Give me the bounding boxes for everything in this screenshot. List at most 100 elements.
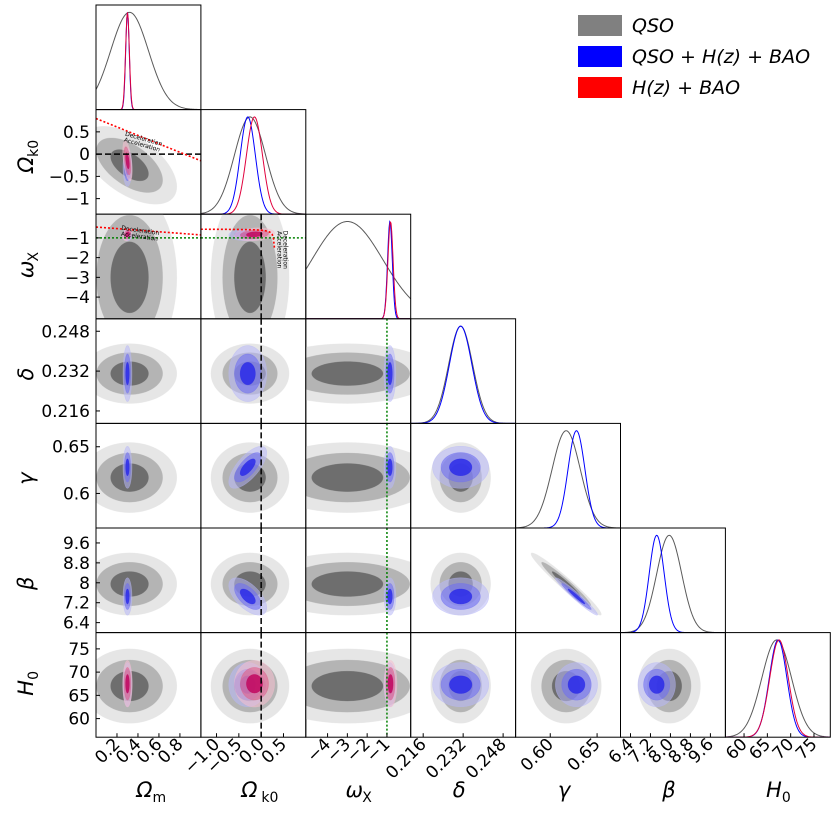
x-axis-label-delta: δ xyxy=(453,778,466,802)
contour-1sigma-series2 xyxy=(387,674,394,694)
x-tick-label-gamma: 0.60 xyxy=(517,735,558,776)
legend-label-2: H(z) + BAO xyxy=(632,77,740,99)
contour-1sigma-series0 xyxy=(234,241,266,314)
panel-Ok0-delta xyxy=(210,318,290,424)
curve-H0-series2 xyxy=(725,639,831,738)
curve-beta-series1 xyxy=(620,534,726,633)
y-axis-label-H0: H0 xyxy=(14,671,42,696)
contour-1sigma-series1 xyxy=(387,362,393,386)
x-tick-label-gamma: 0.65 xyxy=(564,735,605,776)
legend-label-0: QSO xyxy=(632,15,674,37)
panel-Om-Om xyxy=(96,11,201,110)
y-axis-label-wX: ωX xyxy=(14,252,42,279)
contour-1sigma-series1 xyxy=(449,458,473,477)
x-tick-label-beta: 9.6 xyxy=(685,735,718,768)
curve-wX-series0 xyxy=(305,221,411,300)
contour-1sigma-series1 xyxy=(567,588,586,605)
x-tick-label-delta: 0.232 xyxy=(422,735,471,784)
panel-delta-gamma xyxy=(430,442,491,513)
contour-1sigma-series0 xyxy=(110,241,149,314)
x-axis-label-sub: X xyxy=(362,790,372,806)
y-tick-label-beta: 8 xyxy=(79,574,90,594)
curve-Om-series0 xyxy=(96,11,201,110)
y-axis-label-sub: X xyxy=(26,252,42,262)
y-axis-label-main: ω xyxy=(14,261,38,279)
contour-1sigma-series1 xyxy=(239,458,256,477)
panel-Om-delta xyxy=(96,343,178,404)
y-tick-label-Ok0: 0.5 xyxy=(63,123,90,143)
y-tick-label-Ok0: −1 xyxy=(65,190,90,210)
contour-1sigma-series2 xyxy=(125,152,130,170)
contour-1sigma-series1 xyxy=(239,588,256,605)
panel-frame xyxy=(95,4,202,111)
y-tick-label-Ok0: −0.5 xyxy=(49,167,90,187)
contour-1sigma-series1 xyxy=(125,362,130,386)
x-tick-label-Ok0: 0.5 xyxy=(258,735,291,768)
panel-delta-delta xyxy=(410,325,516,424)
curve-delta-series1 xyxy=(410,325,516,424)
contour-1sigma-series2 xyxy=(246,231,263,238)
x-axis-label-main: Ω xyxy=(135,778,152,802)
label-acceleration: Acceleration xyxy=(275,231,282,268)
panel-Ok0-beta xyxy=(210,528,290,633)
y-tick-label-wX: −4 xyxy=(65,288,90,308)
curve-wX-series2 xyxy=(305,221,411,319)
deceleration-boundary xyxy=(96,226,201,236)
curve-gamma-series1 xyxy=(515,430,621,528)
x-axis-label-beta: β xyxy=(661,778,675,802)
curve-Ok0-series2 xyxy=(200,116,306,215)
y-tick-label-wX: −3 xyxy=(65,268,90,288)
y-tick-label-H0: 70 xyxy=(68,663,90,683)
panel-frame xyxy=(410,318,517,424)
panel-wX-beta xyxy=(305,528,411,633)
contour-1sigma-series1 xyxy=(648,675,665,694)
panel-beta-beta xyxy=(620,534,726,633)
panel-beta-H0 xyxy=(637,648,701,724)
panel-gamma-gamma xyxy=(515,430,621,528)
y-tick-label-beta: 7.2 xyxy=(63,594,90,614)
curve-Om-series1 xyxy=(96,12,201,110)
x-axis-label-main: β xyxy=(661,778,675,802)
y-tick-label-beta: 9.6 xyxy=(63,534,90,554)
curve-delta-series0 xyxy=(410,325,516,424)
contour-1sigma-series1 xyxy=(449,588,473,605)
y-tick-label-H0: 65 xyxy=(68,686,90,706)
y-axis-label-main: γ xyxy=(14,471,38,485)
contour-1sigma-series1 xyxy=(239,362,256,386)
contour-1sigma-series1 xyxy=(387,588,393,605)
panel-H0-H0 xyxy=(725,639,831,738)
y-tick-label-delta: 0.232 xyxy=(41,362,90,382)
panel-gamma-beta xyxy=(530,552,602,616)
x-axis-label-main: δ xyxy=(453,778,466,802)
contour-1sigma-series0 xyxy=(311,670,384,702)
y-tick-label-H0: 75 xyxy=(68,640,90,660)
y-axis-label-Ok0: Ωk0 xyxy=(14,140,42,174)
panel-Om-beta xyxy=(96,552,178,616)
y-axis-label-sub: k0 xyxy=(26,140,42,157)
y-axis-label-main: δ xyxy=(14,368,38,381)
y-tick-label-delta: 0.216 xyxy=(41,402,90,422)
panel-frame xyxy=(724,632,831,738)
x-axis-label-main: H xyxy=(766,778,782,802)
contour-1sigma-series1 xyxy=(387,458,393,477)
x-axis-label-main: Ω xyxy=(240,778,257,802)
x-axis-label-sub: k0 xyxy=(261,790,278,806)
contour-1sigma-series2 xyxy=(246,674,263,694)
panel-Om-gamma xyxy=(96,442,178,513)
x-tick-label-delta: 0.248 xyxy=(462,735,511,784)
contour-1sigma-series0 xyxy=(311,361,384,386)
curve-Ok0-series0 xyxy=(200,116,306,215)
y-tick-label-H0: 60 xyxy=(68,710,90,730)
contour-1sigma-series2 xyxy=(125,674,130,694)
x-axis-label-sub: 0 xyxy=(782,790,791,806)
y-axis-label-main: Ω xyxy=(14,157,38,174)
y-tick-label-gamma: 0.65 xyxy=(52,438,90,458)
y-tick-label-beta: 6.4 xyxy=(63,614,90,634)
curve-gamma-series0 xyxy=(515,430,621,528)
y-tick-label-gamma: 0.6 xyxy=(63,484,90,504)
